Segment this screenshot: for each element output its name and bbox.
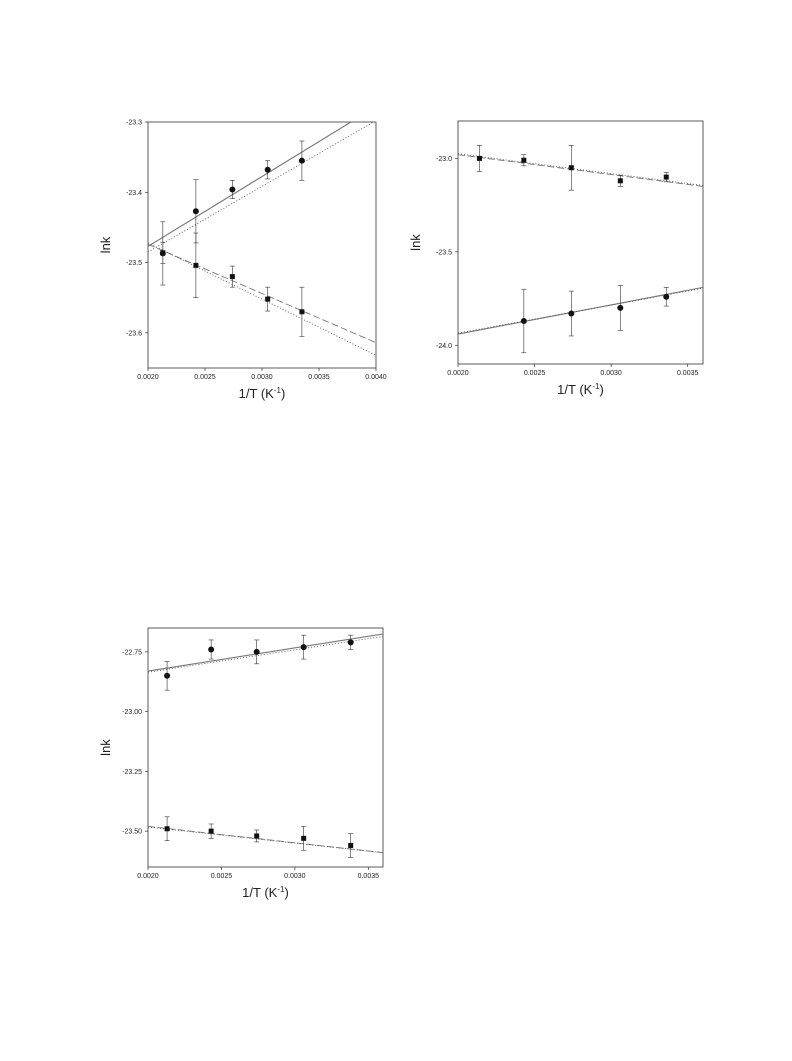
y-axis-label: lnk: [408, 234, 423, 251]
y-tick-label: -23.3: [126, 120, 142, 127]
data-point-square: [160, 250, 166, 256]
x-tick-label: 0.0020: [137, 873, 159, 880]
data-point-circle: [347, 639, 354, 646]
x-tick-label: 0.0035: [358, 873, 380, 880]
x-axis-label: 1/T (K-1): [557, 382, 604, 397]
x-tick-label: 0.0025: [211, 873, 233, 880]
chart-1: 0.0020 0.0025 0.0030 0.0035 0.0040 -23.3 -23.4…: [98, 120, 387, 402]
x-tick-label: 0.0030: [284, 873, 306, 880]
y-tick-label: -23.0: [436, 156, 452, 163]
fit-line-solid: [148, 633, 383, 672]
data-point-circle: [192, 208, 199, 215]
data-point-circle: [229, 186, 236, 193]
data-point-square: [265, 296, 271, 302]
y-tick-label: -23.5: [126, 260, 142, 267]
y-tick-label: -22.75: [122, 649, 142, 656]
x-tick-label: 0.0020: [447, 370, 469, 377]
data-point-square: [164, 826, 170, 832]
fit-lines: [458, 153, 703, 187]
x-tick-label: 0.0025: [524, 370, 546, 377]
fit-line-dotted: [458, 153, 703, 186]
data-point-square: [193, 262, 199, 268]
x-axis-label: 1/T (K-1): [239, 386, 286, 401]
x-tick-label: 0.0025: [194, 374, 216, 381]
x-tick-label: 0.0030: [600, 370, 622, 377]
x-tick-label: 0.0035: [677, 370, 699, 377]
data-point-square: [568, 165, 574, 171]
x-tick-label: 0.0030: [251, 374, 273, 381]
fit-line-solid: [148, 122, 352, 247]
x-tick-label: 0.0035: [308, 374, 330, 381]
series-square: [148, 232, 376, 356]
data-point-square: [254, 833, 260, 839]
series-circle: [458, 285, 703, 354]
data-point-square: [521, 157, 527, 163]
y-tick-label: -23.25: [122, 769, 142, 776]
x-tick-label: 0.0040: [365, 374, 387, 381]
fit-line-solid: [458, 286, 703, 335]
data-point-square: [301, 835, 307, 841]
y-tick-label: -23.4: [126, 190, 142, 197]
data-point-circle: [617, 304, 624, 311]
fit-line-dotted: [148, 826, 383, 854]
y-tick-label: -23.50: [122, 829, 142, 836]
series-circle: [148, 633, 383, 691]
plot-frame: [147, 627, 384, 868]
data-point-square: [348, 842, 354, 848]
chart-2: 0.0020 0.0025 0.0030 0.0035 -23.0 -23.5 -24.0 1…: [408, 120, 704, 397]
fit-line-dotted: [148, 635, 383, 673]
data-point-circle: [264, 166, 271, 173]
series-square: [148, 816, 383, 858]
fit-line-dotted: [458, 287, 703, 334]
data-point-square: [299, 309, 305, 315]
data-point-circle: [568, 310, 575, 317]
data-point-circle: [253, 648, 260, 655]
data-point-square: [229, 274, 235, 280]
data-point-circle: [300, 644, 307, 651]
plot-frame: [147, 121, 377, 369]
chart-3: 0.0020 0.0025 0.0030 0.0035 -22.75 -23.00 -23.…: [98, 627, 384, 900]
fit-line-dashed: [148, 243, 376, 344]
data-point-circle: [208, 646, 215, 653]
data-point-circle: [663, 293, 670, 300]
fit-line-dashed: [148, 825, 383, 854]
data-point-square: [663, 174, 669, 180]
data-point-circle: [520, 318, 527, 325]
fit-line-dashed: [458, 154, 703, 187]
data-point-circle: [164, 672, 171, 679]
fit-lines: [458, 286, 703, 335]
y-tick-label: -24.0: [436, 343, 452, 350]
fit-lines: [148, 633, 383, 673]
fit-lines: [148, 122, 375, 253]
data-point-square: [208, 828, 214, 834]
data-point-square: [617, 178, 623, 184]
y-tick-label: -23.5: [436, 249, 452, 256]
data-point-square: [476, 155, 482, 161]
fit-line-dotted: [148, 242, 376, 356]
fit-line-dotted: [148, 122, 375, 253]
y-tick-label: -23.6: [126, 330, 142, 337]
fit-lines: [148, 242, 376, 356]
fit-lines: [148, 825, 383, 854]
y-axis-label: lnk: [98, 236, 113, 253]
y-axis-label: lnk: [98, 739, 113, 756]
plot-frame: [457, 120, 704, 365]
x-tick-label: 0.0020: [137, 374, 159, 381]
y-tick-label: -23.00: [122, 709, 142, 716]
x-axis-label: 1/T (K-1): [242, 885, 289, 900]
series-circle: [148, 122, 375, 286]
data-point-circle: [298, 157, 305, 164]
series-square: [458, 145, 703, 191]
